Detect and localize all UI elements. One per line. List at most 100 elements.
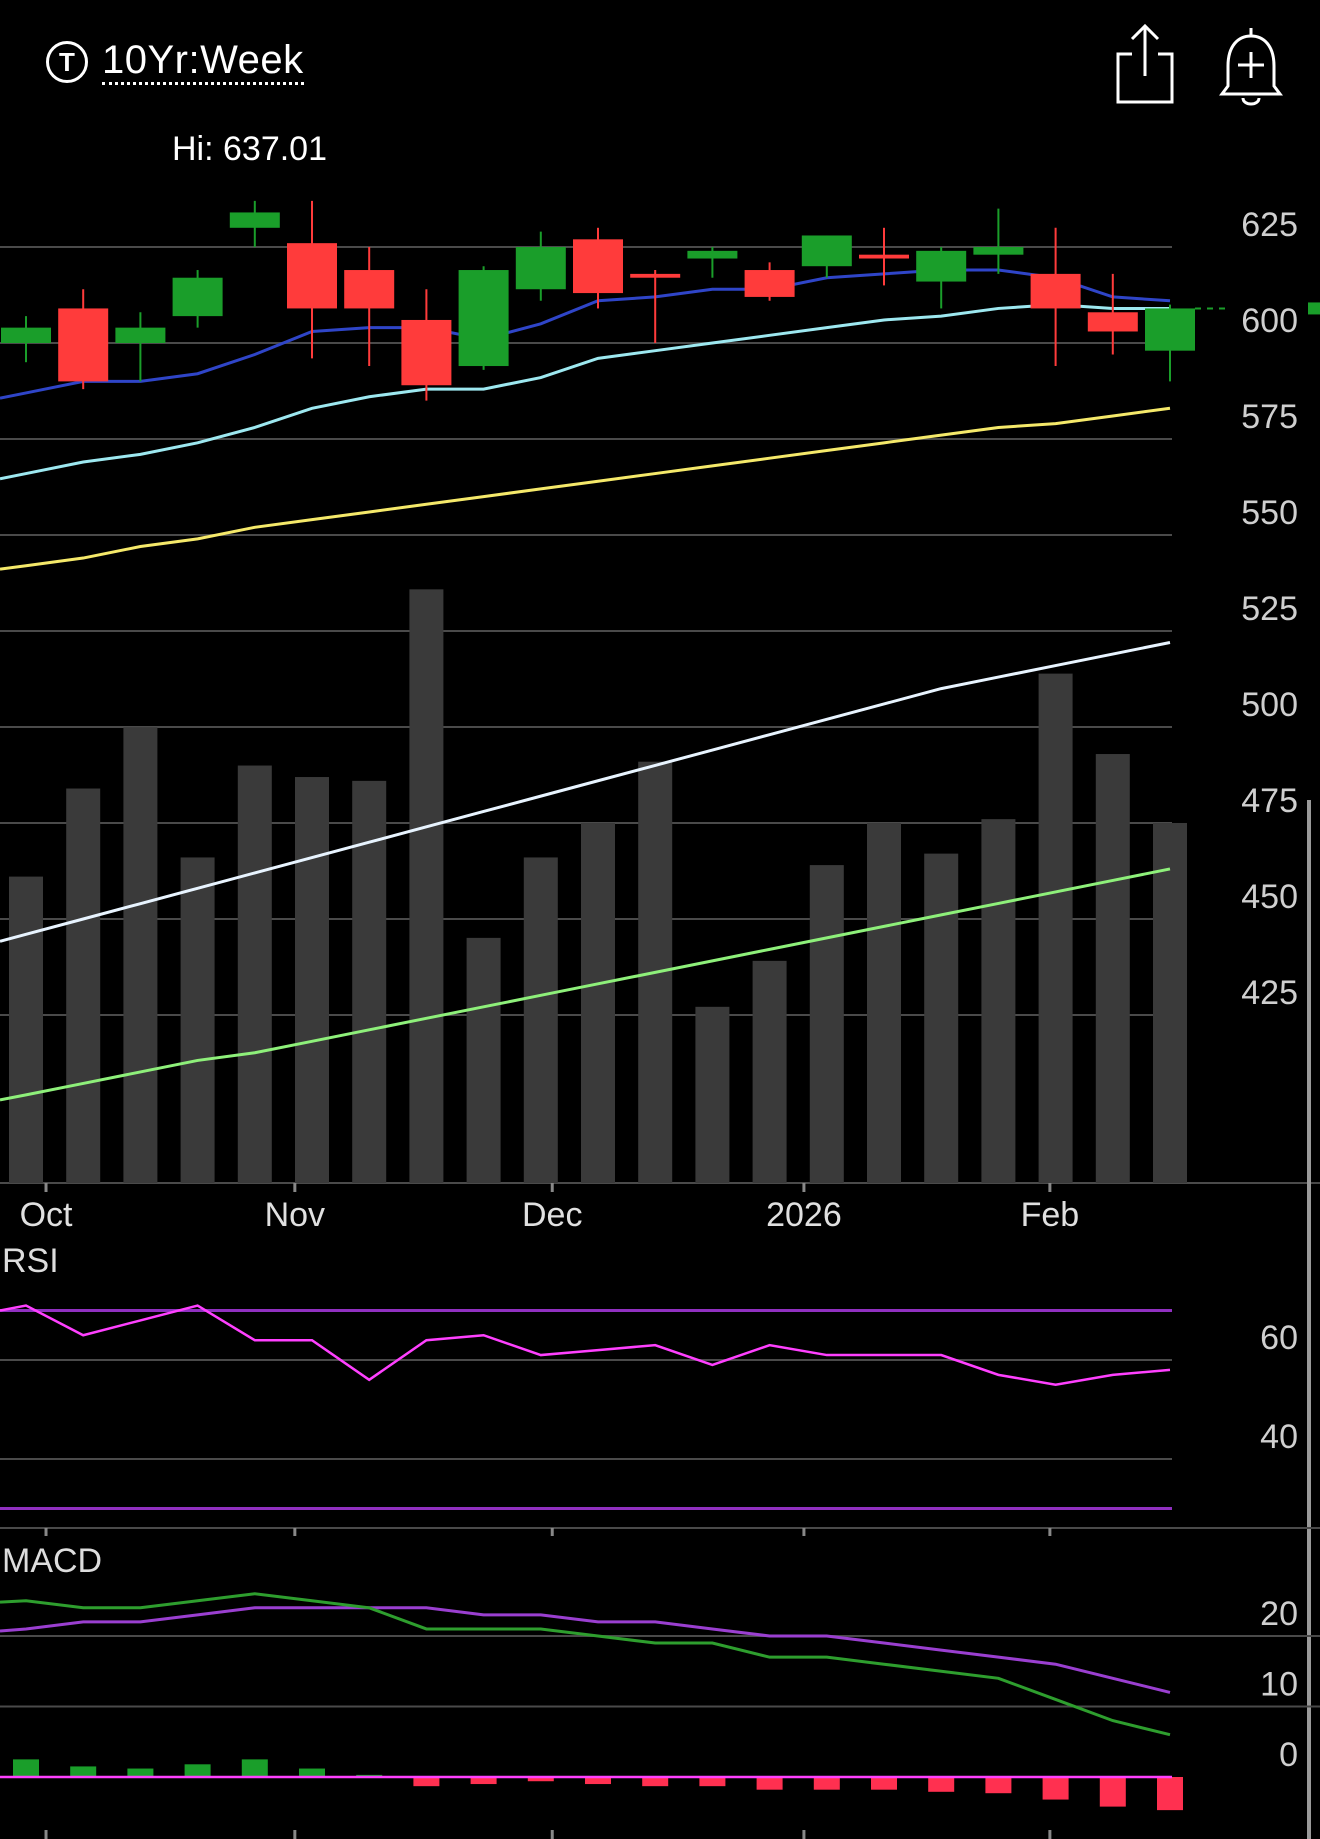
macd-hist-bar — [470, 1777, 497, 1785]
price-axis-label: 625 — [1241, 206, 1298, 244]
candle-body — [1030, 273, 1081, 309]
macd-hist-bar — [127, 1768, 154, 1777]
macd-hist-bar — [299, 1768, 325, 1777]
macd-hist-bar — [756, 1777, 783, 1790]
macd-axis-label: 0 — [1279, 1736, 1298, 1774]
month-label: Dec — [522, 1196, 582, 1234]
chart-period-title[interactable]: 10Yr:Week — [102, 40, 304, 85]
candle-body — [630, 273, 681, 278]
volume-bar — [352, 780, 387, 1183]
volume-bars — [9, 589, 1187, 1183]
ma-slow-line — [0, 406, 1171, 571]
macd-hist-bar — [184, 1764, 211, 1777]
volume-bar — [466, 937, 501, 1183]
price-axis-label: 475 — [1241, 782, 1298, 820]
volume-bar — [295, 777, 329, 1183]
macd-hist-bar — [1042, 1777, 1069, 1800]
volume-bar — [1153, 822, 1187, 1183]
volume-bar — [180, 857, 215, 1183]
macd-hist-bar — [928, 1777, 955, 1792]
ma-mid-line — [0, 303, 1170, 481]
month-label: Oct — [20, 1196, 73, 1234]
macd-hist-bar — [699, 1777, 726, 1787]
candle-body — [401, 319, 452, 386]
price-axis-label: 575 — [1241, 398, 1298, 436]
candle-body — [687, 250, 738, 259]
rsi-axis-label: 40 — [1260, 1418, 1298, 1456]
macd-hist-bar — [642, 1777, 669, 1787]
macd-axis-label: 10 — [1260, 1666, 1298, 1704]
macd-title: MACD — [2, 1542, 102, 1580]
volume-bar — [66, 788, 101, 1183]
volume-bar — [867, 822, 901, 1183]
volume-bar — [1038, 673, 1073, 1183]
share-button[interactable] — [1110, 22, 1180, 108]
candle-body — [744, 270, 795, 297]
macd-hist-bar — [241, 1759, 268, 1777]
candles — [1, 200, 1195, 401]
price-axis-label: 500 — [1241, 686, 1298, 724]
volume-bar — [809, 865, 844, 1183]
macd-signal-line — [0, 1606, 1171, 1694]
add-alert-button[interactable] — [1216, 22, 1286, 108]
candle-body — [58, 308, 109, 382]
volume-bar — [695, 1006, 730, 1183]
share-icon — [1116, 23, 1174, 104]
candle-body — [859, 254, 909, 259]
ma-200-line — [0, 641, 1171, 943]
macd-hist-bar — [871, 1777, 897, 1790]
month-label: 2026 — [766, 1196, 842, 1234]
last-price-marker — [1308, 302, 1320, 315]
candle-body — [801, 235, 852, 267]
macd-axis-label: 20 — [1260, 1595, 1298, 1633]
volume-ma-line — [0, 867, 1171, 1102]
macd-hist-bar — [985, 1777, 1012, 1794]
rsi-axis-label: 60 — [1260, 1319, 1298, 1357]
month-label: Feb — [1021, 1196, 1080, 1234]
macd-hist-bar — [585, 1777, 611, 1785]
candle-body — [115, 327, 166, 343]
candle-body — [973, 247, 1024, 255]
macd-hist-bar — [1157, 1777, 1183, 1811]
rsi-line — [0, 1304, 1171, 1387]
macd-hist-bar — [13, 1759, 39, 1777]
candle-body — [344, 270, 395, 309]
candle-body — [1145, 308, 1195, 351]
volume-bar — [523, 857, 558, 1183]
candle-body — [916, 250, 967, 282]
price-axis-label: 525 — [1241, 590, 1298, 628]
high-value-label: Hi: 637.01 — [172, 130, 327, 168]
candle-body — [172, 277, 223, 317]
price-axis-label: 600 — [1241, 302, 1298, 340]
candle-body — [573, 239, 623, 294]
volume-bar — [581, 822, 615, 1183]
candle-body — [1087, 312, 1138, 332]
month-label: Nov — [265, 1196, 325, 1234]
macd-hist-bar — [1099, 1777, 1126, 1807]
volume-bar — [409, 589, 444, 1183]
price-axis-label: 550 — [1241, 494, 1298, 532]
macd-hist-bar — [813, 1777, 840, 1790]
volume-bar — [123, 727, 158, 1183]
candle-body — [287, 243, 337, 309]
candle-body — [229, 212, 280, 228]
price-axis-label: 450 — [1241, 878, 1298, 916]
ma-fast-line — [0, 268, 1171, 400]
candle-body — [1, 327, 51, 343]
candle-body — [458, 270, 509, 367]
macd-hist-bar — [527, 1777, 554, 1782]
volume-bar — [924, 853, 959, 1183]
price-axis-label: 425 — [1241, 974, 1298, 1012]
candle-body — [515, 247, 566, 290]
ticker-type-icon: T — [46, 41, 88, 83]
bell-plus-icon — [1219, 28, 1283, 106]
rsi-title: RSI — [2, 1242, 59, 1280]
title-group[interactable]: T 10Yr:Week — [46, 38, 304, 86]
volume-bar — [9, 876, 43, 1183]
macd-hist-bar — [70, 1766, 97, 1777]
macd-histogram — [13, 1759, 1183, 1811]
volume-bar — [981, 819, 1016, 1183]
volume-bar — [1095, 754, 1130, 1183]
volume-bar — [237, 765, 272, 1183]
